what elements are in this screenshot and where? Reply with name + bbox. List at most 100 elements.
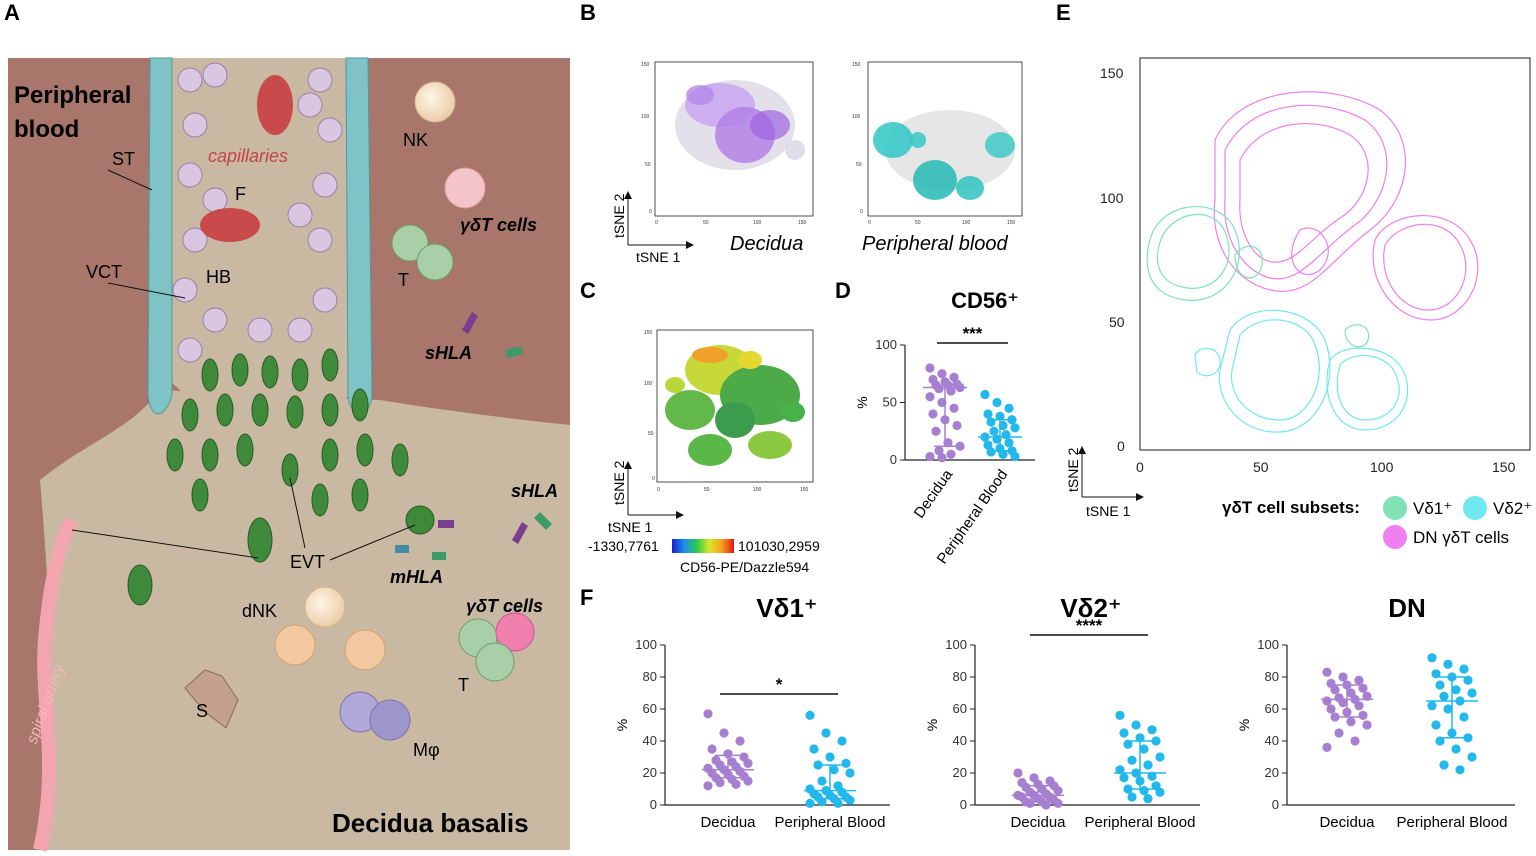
label-f: F [235, 184, 246, 204]
data-point [1147, 771, 1157, 781]
y-tick-label: 20 [1265, 765, 1279, 780]
data-point [1322, 742, 1332, 753]
y-tick-label: 0 [650, 797, 657, 812]
y-axis-label: % [1236, 719, 1252, 731]
tick-x-100: 100 [753, 220, 762, 226]
data-point [998, 449, 1008, 459]
panel-f: F Vδ1⁺% 0 20 40 60 80 100 Decidua Peripheral Blo… [580, 585, 1515, 831]
tick-y-100: 100 [641, 114, 650, 120]
data-point [1155, 752, 1165, 762]
data-point [1147, 725, 1157, 735]
data-point [1131, 720, 1141, 730]
axis-arrowhead [1078, 446, 1086, 454]
y-axis-label: % [924, 719, 940, 731]
data-point [1346, 717, 1356, 727]
mhla-molecule [395, 545, 409, 553]
tick-y-50: 50 [856, 162, 862, 168]
decidua-basalis-label: Decidua basalis [332, 808, 529, 838]
data-point [992, 397, 1002, 408]
evt-cells [127, 348, 435, 606]
panel-letter-a: A [4, 0, 20, 25]
x-category-label: Decidua [1319, 814, 1375, 831]
mhla-molecule [432, 552, 446, 560]
data-point [1127, 755, 1137, 765]
chart-dn: DN% 0 20 40 60 80 100 Decidua Peripheral Blood [1236, 593, 1515, 831]
y-tick-label: 100 [1257, 637, 1279, 652]
tick-y-50: 50 [645, 162, 651, 168]
tsne1-label: tSNE 1 [1086, 503, 1131, 519]
tick-y-0: 0 [860, 209, 863, 215]
significance-label: * [776, 675, 783, 694]
data-point [1322, 667, 1332, 677]
data-point [1463, 675, 1473, 685]
syncytiotrophoblast-right [345, 57, 373, 415]
x-category-label: Peripheral Blood [1397, 814, 1508, 831]
label-hb: HB [206, 267, 231, 287]
gdt-cell [495, 612, 535, 652]
tick-x-150: 150 [1492, 459, 1516, 475]
data-point [1463, 733, 1473, 743]
peripheral-blood-label-line1: Peripheral [14, 82, 131, 109]
data-point [1455, 765, 1465, 775]
tick-x-100: 100 [1370, 459, 1394, 475]
y-tick-label: 80 [643, 669, 657, 684]
chart-vd2: Vδ2⁺% 0 20 40 60 80 100 Decidua Peripheral Blood… [924, 593, 1200, 831]
y-tick-label: 40 [643, 733, 657, 748]
tick-x-50: 50 [915, 220, 921, 226]
axis-arrowhead [676, 511, 684, 519]
x-category-label: Peripheral Blood [1085, 814, 1196, 831]
data-point [817, 776, 827, 786]
data-point [845, 768, 855, 778]
legend-swatch [1463, 496, 1487, 520]
data-point [1010, 451, 1020, 462]
data-point [925, 392, 935, 402]
data-point [995, 411, 1005, 421]
data-point [986, 417, 996, 427]
tick-x-50: 50 [704, 487, 710, 493]
data-point [1431, 669, 1441, 679]
capillaries-label: capillaries [208, 146, 288, 166]
data-point [931, 426, 941, 436]
data-point [1459, 664, 1469, 674]
shla-molecule [534, 512, 552, 530]
data-point [707, 744, 717, 754]
data-point [1427, 701, 1437, 711]
label-t-top: T [398, 270, 409, 290]
data-point [1439, 691, 1449, 701]
syncytiotrophoblast-left [147, 57, 173, 415]
data-point [719, 728, 729, 738]
tsne-decidua-density [675, 80, 805, 170]
data-point [1123, 739, 1133, 749]
label-s: S [196, 701, 208, 721]
panel-letter-b: B [580, 0, 596, 25]
significance-label: *** [963, 324, 983, 343]
data-point [928, 409, 938, 419]
data-point [1443, 704, 1453, 714]
dnk-cell [344, 629, 386, 671]
label-t-bottom: T [458, 675, 469, 695]
data-point [1358, 710, 1368, 721]
label-nk: NK [403, 130, 428, 150]
vct-pointer [107, 282, 186, 299]
legend-title: γδT cell subsets: [1222, 498, 1360, 517]
label-dnk: dNK [242, 601, 277, 621]
tick-x-150: 150 [800, 487, 809, 493]
data-point [1143, 794, 1153, 804]
data-point [983, 409, 993, 419]
tick-y-150: 150 [641, 62, 650, 68]
label-shla-top: sHLA [425, 343, 472, 363]
spiral-artery-vessel [33, 516, 79, 852]
panel-b: B 150 100 50 0 0 50 100 150 [580, 0, 1023, 265]
dn-contours [1213, 91, 1479, 321]
y-axis-label: % [614, 719, 630, 731]
axis-arrowhead [624, 191, 632, 199]
y-tick-label: 100 [945, 637, 967, 652]
st-pointer [107, 169, 153, 191]
data-point [1467, 752, 1477, 762]
label-mhla: mHLA [390, 567, 443, 587]
dnk-cell [304, 586, 346, 628]
data-point [1119, 728, 1129, 738]
data-point [1004, 438, 1014, 448]
tick-y-100: 100 [644, 381, 653, 387]
data-point [1001, 430, 1011, 440]
